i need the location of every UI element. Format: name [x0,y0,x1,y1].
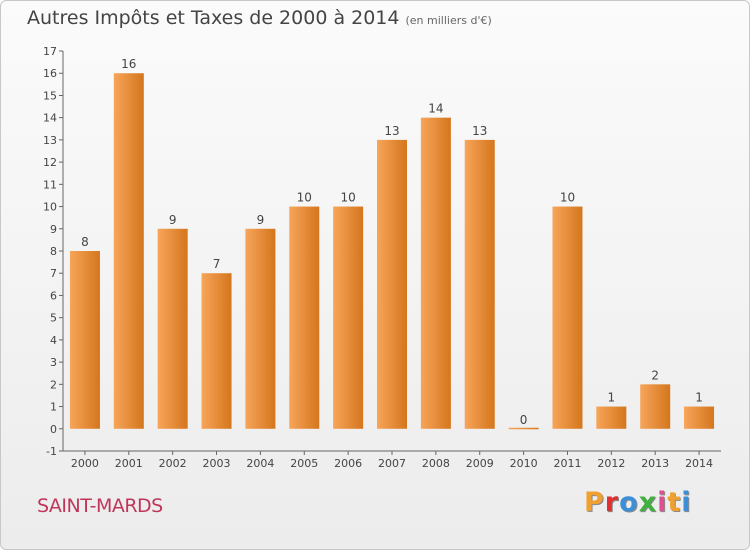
y-tick-label: 14 [43,112,57,125]
data-label: 1 [608,391,616,405]
y-tick-label: 9 [50,223,57,236]
data-label: 7 [213,257,221,271]
bar [377,139,407,429]
y-tick-label: 3 [50,356,57,369]
brand-letter: t [667,487,682,518]
bar [464,139,495,429]
bar [333,206,364,429]
x-tick-label: 2003 [203,457,231,470]
x-tick-label: 2002 [159,457,187,470]
data-label: 2 [651,368,659,382]
brand-letter: i [657,487,668,518]
plot-area: -101234567891011121314151617820001620019… [43,45,721,470]
bar [289,206,320,429]
data-label: 1 [695,391,703,405]
data-label: 13 [472,124,487,138]
y-tick-label: -1 [46,445,57,458]
y-tick-label: 7 [50,267,57,280]
y-tick-label: 12 [43,156,57,169]
x-tick-label: 2011 [553,457,581,470]
bar [69,251,100,429]
chart-subtitle: (en milliers d'€) [405,14,492,27]
y-tick-label: 0 [50,423,57,436]
data-label: 10 [560,191,575,205]
y-tick-label: 15 [43,89,57,102]
y-tick-label: 4 [50,334,57,347]
data-label: 10 [297,191,312,205]
bar [684,406,715,429]
brand-letter: P [584,487,605,518]
data-label: 9 [257,213,265,227]
y-tick-label: 6 [50,289,57,302]
brand-letter: r [604,487,620,518]
brand-letter: x [638,487,658,518]
x-tick-label: 2014 [685,457,713,470]
brand-letter: i [681,487,692,518]
bar [552,206,583,429]
y-tick-label: 10 [43,201,57,214]
bar [157,228,188,429]
bar [508,427,539,430]
x-tick-label: 2008 [422,457,450,470]
bar [640,384,671,429]
y-tick-label: 11 [43,178,57,191]
data-label: 0 [520,413,528,427]
chart-title: Autres Impôts et Taxes de 2000 à 2014 (en… [27,7,492,29]
bar [201,273,232,429]
x-tick-label: 2010 [510,457,538,470]
y-tick-label: 8 [50,245,57,258]
data-label: 8 [81,235,89,249]
data-label: 10 [340,191,355,205]
y-tick-label: 1 [50,401,57,414]
data-label: 9 [169,213,177,227]
x-tick-label: 2000 [71,457,99,470]
y-tick-label: 16 [43,67,57,80]
y-tick-label: 17 [43,45,57,58]
y-tick-label: 2 [50,378,57,391]
x-tick-label: 2006 [334,457,362,470]
x-tick-label: 2013 [641,457,669,470]
x-tick-label: 2007 [378,457,406,470]
bar [245,228,276,429]
data-label: 13 [384,124,399,138]
chart-title-text: Autres Impôts et Taxes de 2000 à 2014 [27,7,400,29]
commune-name: SAINT-MARDS [37,495,163,517]
bar [113,73,144,429]
y-tick-label: 5 [50,312,57,325]
data-label: 16 [121,57,136,71]
x-tick-label: 2001 [115,457,143,470]
x-tick-label: 2005 [290,457,318,470]
x-tick-label: 2004 [246,457,274,470]
brand-letter: o [619,487,639,518]
y-tick-label: 13 [43,134,57,147]
data-label: 14 [428,102,443,116]
x-tick-label: 2009 [466,457,494,470]
proxiti-logo[interactable]: Proxiti [584,487,692,518]
bar [420,117,451,429]
bar [596,406,627,429]
x-tick-label: 2012 [597,457,625,470]
